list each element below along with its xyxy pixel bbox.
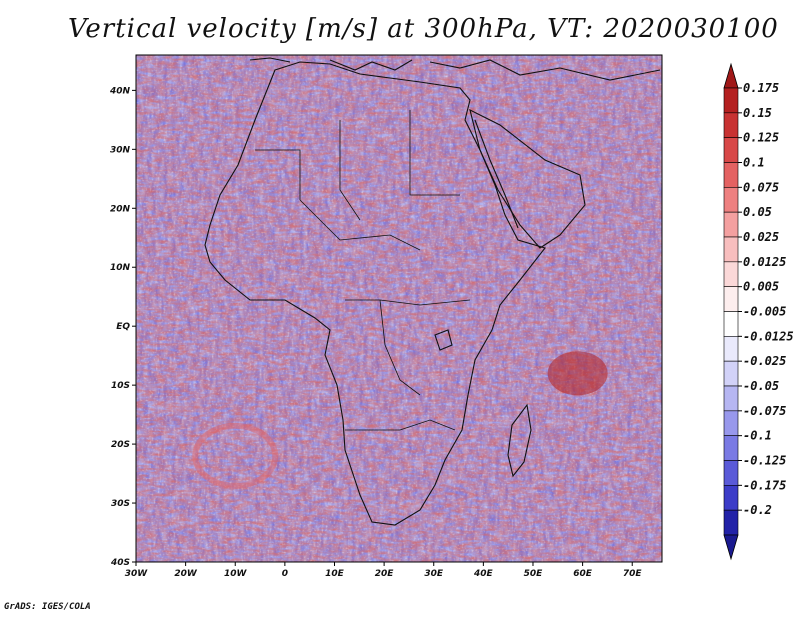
colorbar-swatch bbox=[723, 87, 739, 114]
colorbar-label: -0.2 bbox=[743, 503, 772, 517]
lon-tick-label: 60E bbox=[573, 569, 593, 579]
colorbar-swatch bbox=[723, 509, 739, 536]
colorbar-label: -0.0125 bbox=[743, 329, 794, 343]
colorbar-swatch bbox=[723, 435, 739, 461]
lon-tick-label: 30E bbox=[424, 569, 444, 579]
lon-tick-label: 10W bbox=[224, 569, 248, 579]
border-sahara-1 bbox=[255, 110, 460, 251]
colorbar-max-arrow bbox=[723, 62, 739, 89]
colorbar-swatch bbox=[723, 261, 739, 287]
colorbar-swatch bbox=[723, 211, 739, 238]
velocity-field bbox=[136, 55, 662, 562]
lat-tick-label: 10N bbox=[110, 263, 131, 273]
colorbar-label: 0.1 bbox=[743, 156, 765, 170]
lat-tick-label: 10S bbox=[111, 381, 130, 391]
colorbar-min-arrow bbox=[723, 534, 739, 561]
coastlines bbox=[204, 57, 661, 526]
colorbar-label: 0.15 bbox=[743, 106, 772, 120]
lon-tick-label: 0 bbox=[282, 569, 288, 579]
cyclone-updraft-region bbox=[547, 351, 608, 396]
colorbar-label: 0.075 bbox=[743, 180, 779, 194]
colorbar-label: 0.025 bbox=[743, 230, 779, 244]
colorbar-label: 0.0125 bbox=[743, 255, 786, 269]
lake-victoria bbox=[434, 329, 453, 351]
lon-tick-label: 20W bbox=[174, 569, 198, 579]
lon-tick-label: 20E bbox=[375, 569, 395, 579]
colorbar-swatch bbox=[723, 236, 739, 263]
colorbar-label: -0.075 bbox=[743, 404, 786, 418]
gyre-swirl bbox=[192, 422, 279, 489]
colorbar-swatch bbox=[723, 311, 739, 337]
colorbar-swatch bbox=[723, 286, 739, 312]
arabian-peninsula-coastline bbox=[469, 108, 586, 249]
colorbar-label: -0.005 bbox=[743, 305, 786, 319]
colorbar-swatch bbox=[723, 162, 739, 188]
credit-label: GrADS: IGES/COLA bbox=[4, 602, 91, 612]
lat-tick-label: 30S bbox=[111, 499, 130, 509]
colorbar: 0.175 0.15 0.125 0.1 0.075 0.05 0.025 0.0125 0.0… bbox=[723, 62, 794, 561]
lon-tick-label: 40E bbox=[473, 569, 494, 579]
colorbar-label: -0.05 bbox=[743, 379, 779, 393]
colorbar-swatch bbox=[723, 187, 739, 213]
colorbar-swatch bbox=[723, 410, 739, 436]
colorbar-swatch bbox=[723, 360, 739, 387]
longitude-axis: 30W 20W 10W 0 10E 20E 30E 40E 50E 60E 70E bbox=[125, 562, 643, 579]
border-central-1 bbox=[345, 299, 471, 431]
madagascar-coastline bbox=[507, 403, 532, 478]
lat-tick-label: 20S bbox=[111, 440, 130, 450]
colorbar-label: -0.1 bbox=[743, 429, 772, 443]
lat-tick-label: 20N bbox=[110, 204, 131, 214]
europe-coastline bbox=[249, 57, 661, 81]
colorbar-label: 0.005 bbox=[743, 280, 779, 294]
map-frame bbox=[135, 54, 663, 563]
colorbar-label: -0.025 bbox=[743, 354, 786, 368]
colorbar-swatch bbox=[723, 460, 739, 486]
lat-tick-label: 40N bbox=[109, 86, 131, 96]
lon-tick-label: 30W bbox=[125, 569, 149, 579]
latitude-axis: 40N 30N 20N 10N EQ 10S 20S 30S 40S bbox=[109, 86, 136, 568]
map-title: Vertical velocity [m/s] at 300hPa, VT: 2… bbox=[68, 14, 779, 44]
colorbar-label: 0.175 bbox=[743, 81, 779, 95]
lat-tick-label: 40S bbox=[110, 558, 130, 568]
colorbar-label: -0.175 bbox=[743, 478, 786, 492]
colorbar-swatch bbox=[723, 385, 739, 412]
lon-tick-label: 70E bbox=[623, 569, 643, 579]
colorbar-label: 0.125 bbox=[743, 131, 779, 145]
colorbar-label: -0.125 bbox=[743, 454, 786, 468]
lat-tick-label: EQ bbox=[116, 322, 130, 332]
lon-tick-label: 10E bbox=[325, 569, 345, 579]
africa-coastline bbox=[204, 61, 546, 526]
colorbar-swatch bbox=[723, 137, 739, 163]
lat-tick-label: 30N bbox=[110, 145, 131, 155]
colorbar-swatch bbox=[723, 336, 739, 362]
lon-tick-label: 50E bbox=[524, 569, 544, 579]
colorbar-label: 0.05 bbox=[743, 205, 772, 219]
red-sea-coastline bbox=[474, 119, 519, 229]
colorbar-swatch bbox=[723, 485, 739, 511]
colorbar-swatch bbox=[723, 112, 739, 138]
